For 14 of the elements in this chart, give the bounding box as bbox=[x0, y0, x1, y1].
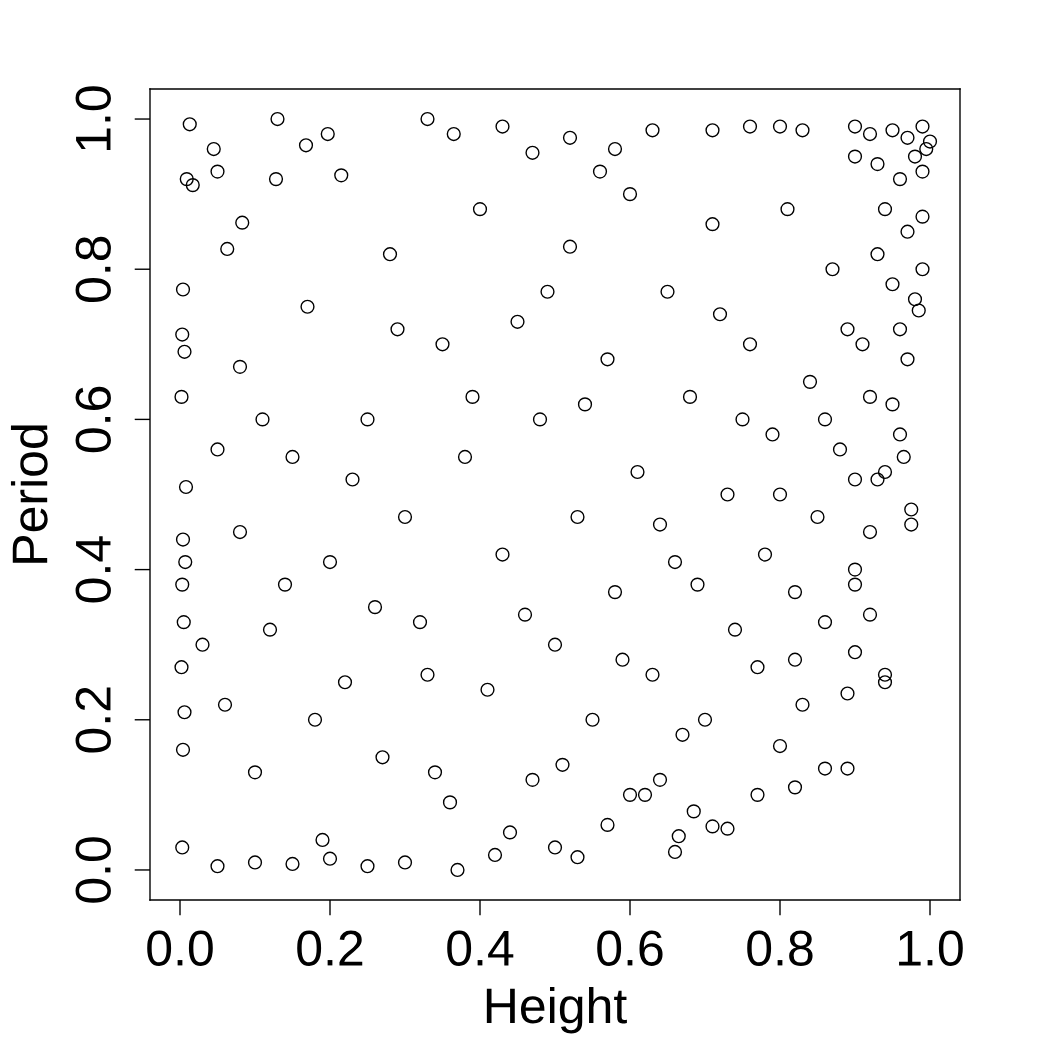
y-tick-label: 0.6 bbox=[75, 386, 111, 453]
x-tick-label: 0.6 bbox=[597, 930, 663, 966]
y-tick-label: 0.8 bbox=[75, 236, 111, 303]
x-tick-label: 0.0 bbox=[147, 930, 213, 966]
x-tick-label: 0.2 bbox=[297, 930, 363, 966]
y-tick-label: 0.4 bbox=[75, 536, 111, 603]
x-tick-label: 0.8 bbox=[747, 930, 813, 966]
x-tick-label: 0.4 bbox=[447, 930, 514, 966]
y-tick-label: 1.0 bbox=[75, 86, 111, 150]
y-tick-label: 0.0 bbox=[75, 837, 111, 903]
y-axis-title: Period bbox=[10, 425, 48, 563]
y-tick-label: 0.2 bbox=[75, 687, 111, 753]
x-axis-title: Height bbox=[486, 986, 627, 1034]
x-tick-label: 1.0 bbox=[899, 930, 963, 966]
